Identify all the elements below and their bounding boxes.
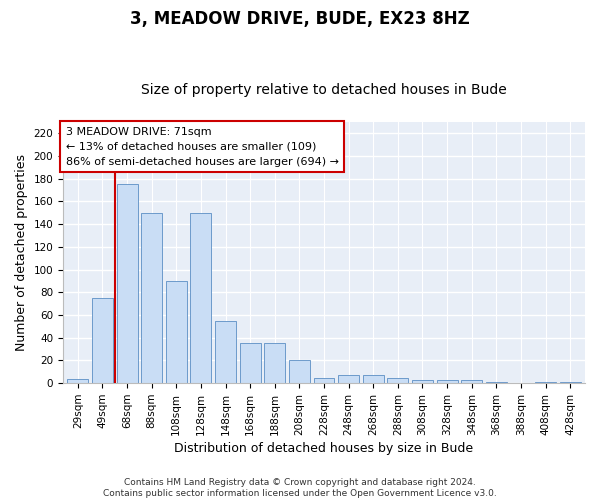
Text: Contains HM Land Registry data © Crown copyright and database right 2024.
Contai: Contains HM Land Registry data © Crown c… <box>103 478 497 498</box>
Bar <box>190 212 211 383</box>
X-axis label: Distribution of detached houses by size in Bude: Distribution of detached houses by size … <box>175 442 473 455</box>
Bar <box>314 378 334 383</box>
Bar <box>388 378 409 383</box>
Bar <box>166 281 187 383</box>
Bar <box>239 344 260 383</box>
Bar <box>560 382 581 383</box>
Title: Size of property relative to detached houses in Bude: Size of property relative to detached ho… <box>141 83 507 97</box>
Bar <box>437 380 458 383</box>
Bar <box>461 380 482 383</box>
Bar <box>141 212 162 383</box>
Text: 3 MEADOW DRIVE: 71sqm
← 13% of detached houses are smaller (109)
86% of semi-det: 3 MEADOW DRIVE: 71sqm ← 13% of detached … <box>65 127 338 166</box>
Bar <box>535 382 556 383</box>
Bar <box>338 376 359 383</box>
Bar <box>363 376 384 383</box>
Text: 3, MEADOW DRIVE, BUDE, EX23 8HZ: 3, MEADOW DRIVE, BUDE, EX23 8HZ <box>130 10 470 28</box>
Bar <box>67 378 88 383</box>
Bar <box>412 380 433 383</box>
Bar <box>116 184 137 383</box>
Y-axis label: Number of detached properties: Number of detached properties <box>15 154 28 351</box>
Bar <box>289 360 310 383</box>
Bar <box>486 382 507 383</box>
Bar <box>92 298 113 383</box>
Bar <box>265 344 285 383</box>
Bar <box>215 320 236 383</box>
